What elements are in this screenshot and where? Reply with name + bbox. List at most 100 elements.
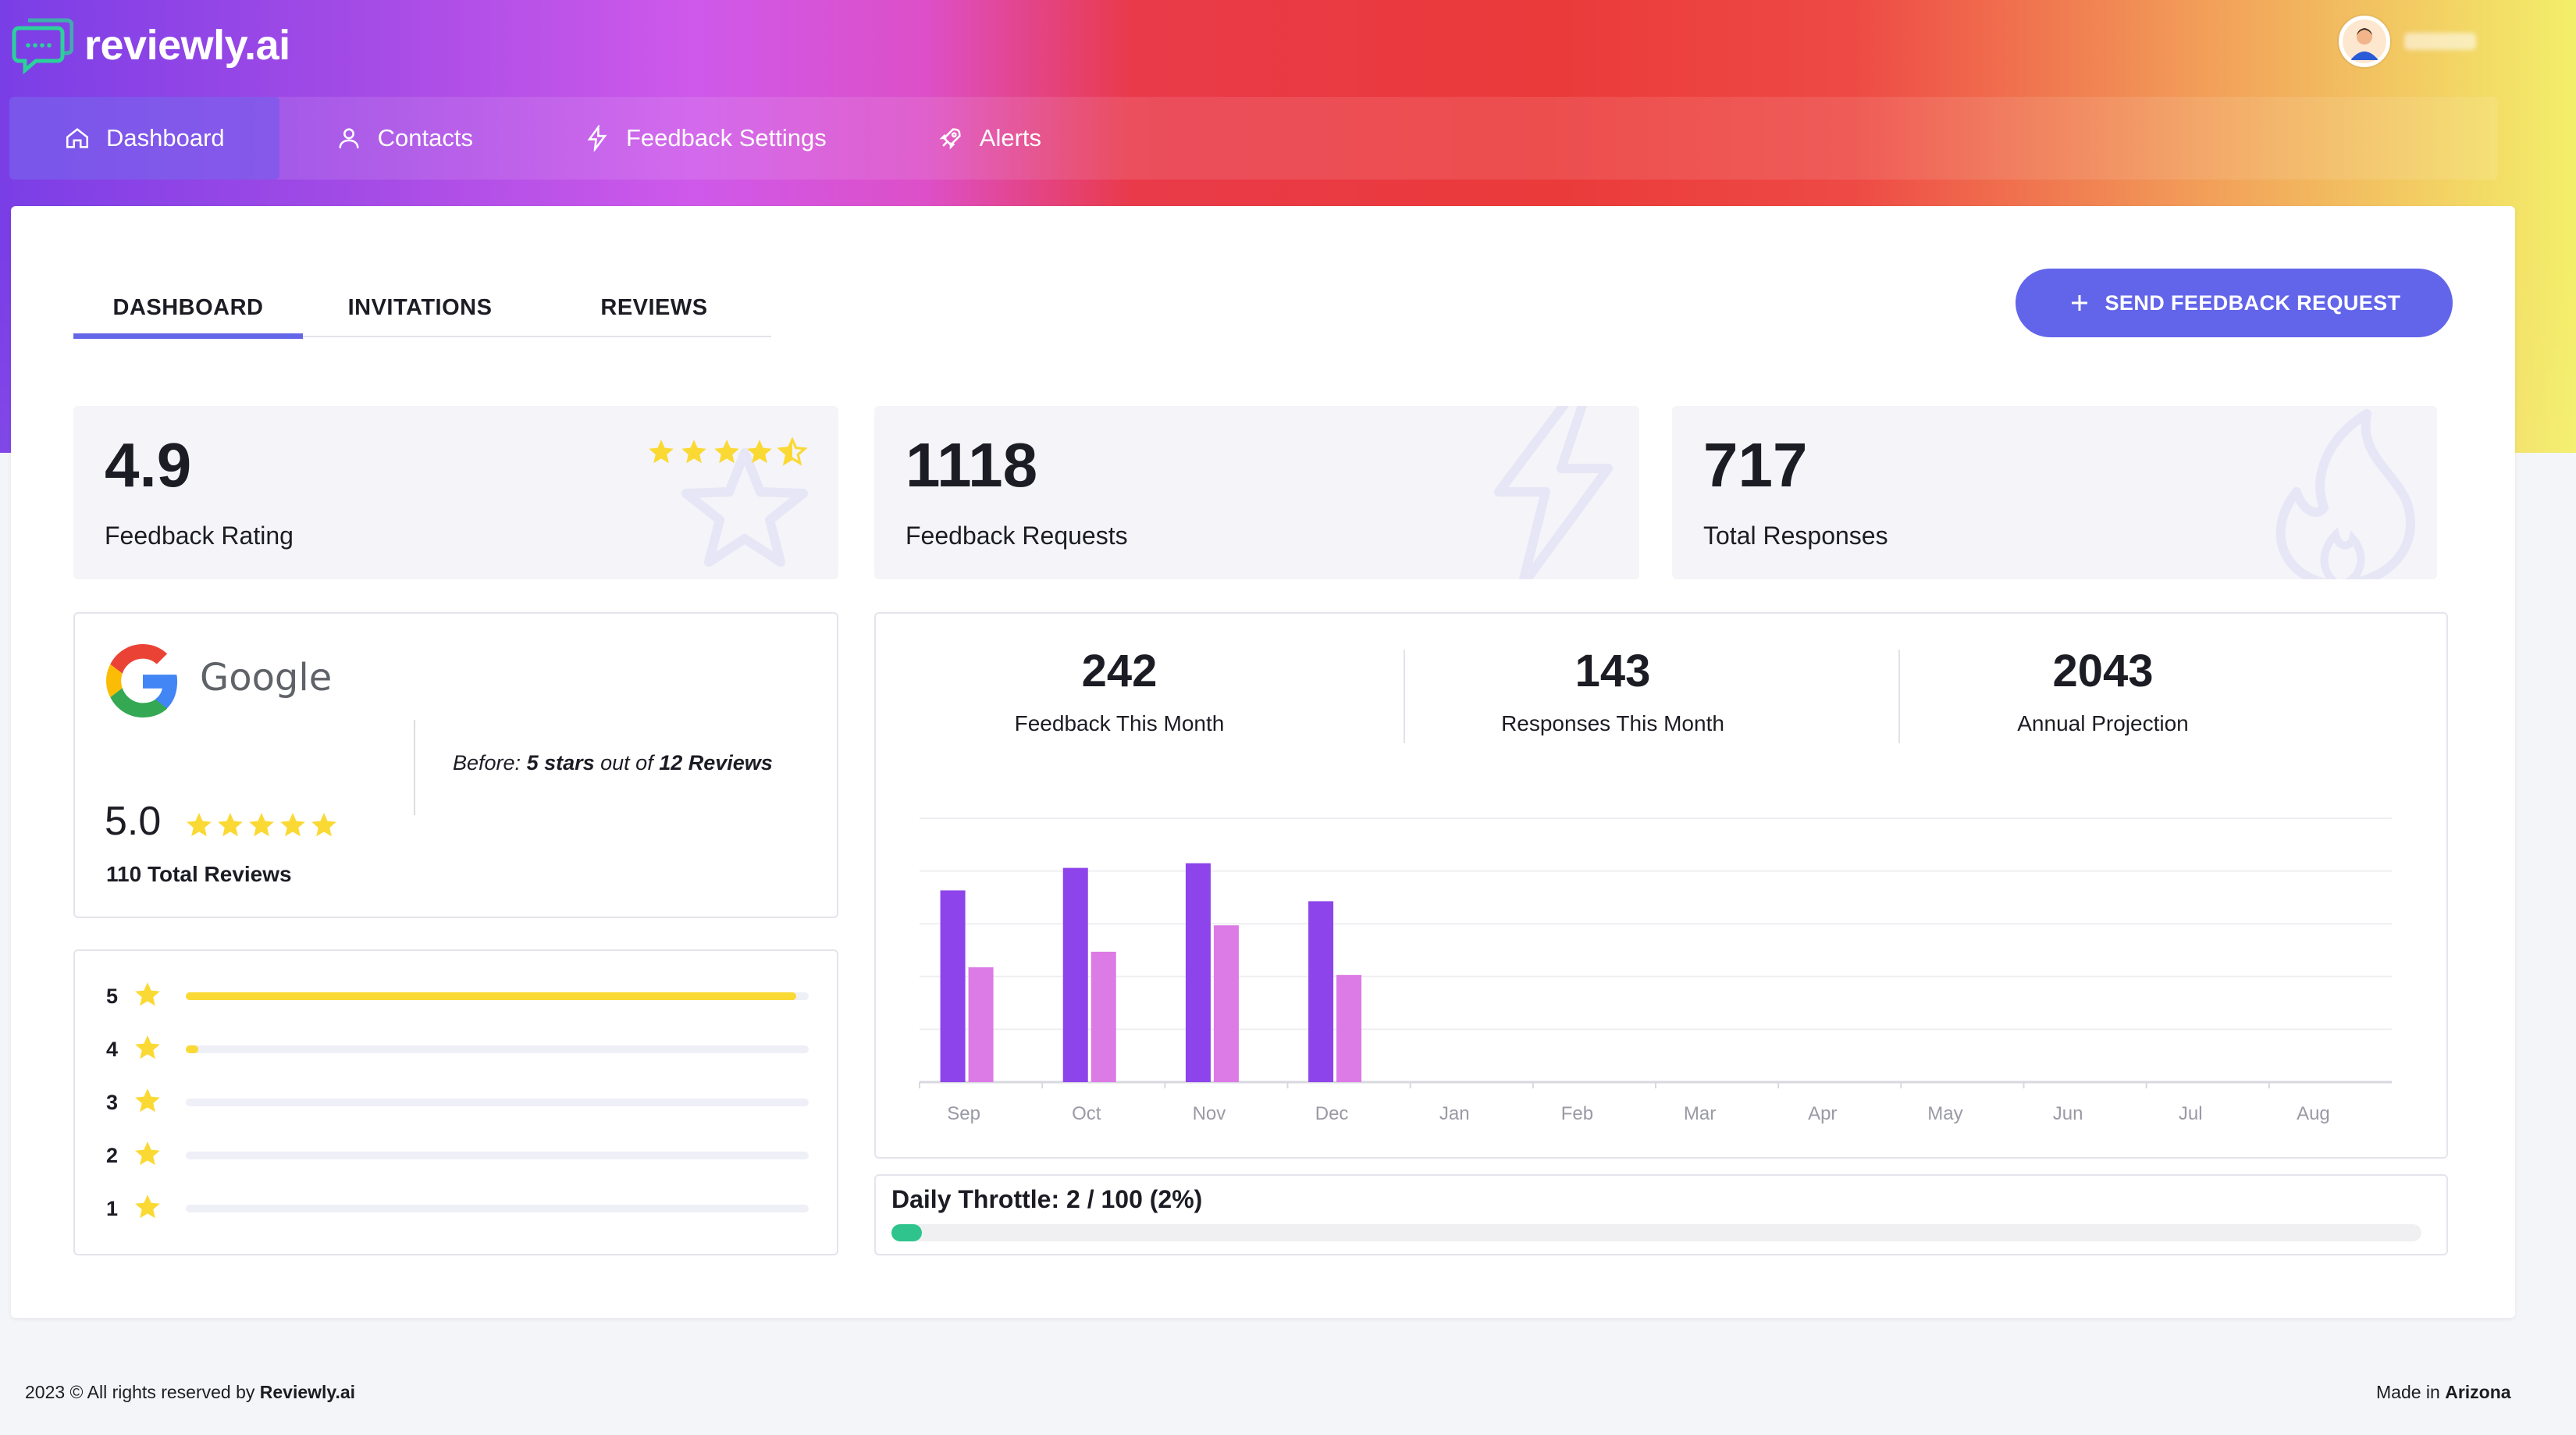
bar-oct-series-2[interactable] <box>1091 951 1116 1082</box>
rating-bar-track <box>185 1045 809 1053</box>
footer-brand-link[interactable]: Reviewly.ai <box>259 1382 356 1402</box>
daily-throttle-label: Daily Throttle: 2 / 100 (2%) <box>891 1185 1203 1213</box>
nav-item-dashboard[interactable]: Dashboard <box>9 97 279 180</box>
star-icon <box>249 813 274 837</box>
nav-label: Contacts <box>377 124 473 151</box>
x-tick-label: Aug <box>2297 1103 2330 1124</box>
rating-star-count: 4 <box>106 1037 119 1061</box>
google-logo-icon <box>106 644 178 718</box>
send-feedback-request-label: SEND FEEDBACK REQUEST <box>2105 290 2401 315</box>
tab-reviews[interactable]: REVIEWS <box>600 295 708 320</box>
star-icon <box>135 981 160 1006</box>
rating-star <box>133 1192 180 1226</box>
nav-label: Feedback Settings <box>626 124 827 151</box>
plus-icon <box>2071 295 2087 311</box>
x-tick-label: Nov <box>1193 1103 1226 1124</box>
kpi-label: Responses This Month <box>1501 711 1724 735</box>
star-icon <box>311 813 336 837</box>
bar-dec-series-2[interactable] <box>1336 974 1362 1082</box>
feedback-requests-value: 1118 <box>906 430 1038 500</box>
nav-item-contacts[interactable]: Contacts <box>279 97 528 180</box>
star-half-icon <box>777 437 807 466</box>
bar-dec-series-1[interactable] <box>1308 901 1334 1082</box>
x-tick-label: Feb <box>1561 1103 1593 1124</box>
total-responses-label: Total Responses <box>1703 522 1888 550</box>
x-tick-label: May <box>1927 1103 1962 1124</box>
nav-item-feedback-settings[interactable]: Feedback Settings <box>528 97 881 180</box>
x-tick-label: Dec <box>1315 1103 1349 1124</box>
stat-card-feedback-rating: 4.9 Feedback Rating <box>73 406 838 579</box>
daily-throttle-fill <box>891 1224 923 1241</box>
kpi-label: Feedback This Month <box>1014 711 1225 735</box>
stat-card-feedback-requests: 1118 Feedback Requests <box>874 406 1639 579</box>
feedback-requests-label: Feedback Requests <box>906 522 1128 550</box>
star-icon <box>747 440 772 464</box>
star-icon <box>187 813 212 837</box>
daily-throttle-track <box>891 1224 2421 1241</box>
rating-row: 4 <box>106 1034 809 1065</box>
tab-invitations[interactable]: INVITATIONS <box>347 295 493 320</box>
nav-label: Dashboard <box>106 124 225 151</box>
rating-bar-track <box>185 1205 809 1212</box>
bar-nov-series-1[interactable] <box>1185 863 1211 1082</box>
rating-row: 1 <box>106 1193 809 1224</box>
nav-item-alerts[interactable]: Alerts <box>881 97 1096 180</box>
kpi-feedback-this-month: 242 Feedback This Month <box>963 645 1276 736</box>
main-content-card: DASHBOARD INVITATIONS REVIEWS SEND FEEDB… <box>11 206 2515 1318</box>
rating-bar-track <box>185 1152 809 1159</box>
rating-bar-track <box>185 992 809 1000</box>
x-tick-label: Jul <box>2179 1103 2203 1124</box>
rating-bar-fill <box>185 992 797 1000</box>
footer-made-in: Made in Arizona <box>2376 1382 2511 1402</box>
rating-star-count: 3 <box>106 1090 119 1114</box>
dashboard-tabs: DASHBOARD INVITATIONS REVIEWS <box>73 287 771 339</box>
star-icon <box>135 1141 160 1165</box>
top-bar: reviewly.ai <box>0 0 2576 94</box>
star-icon <box>135 1088 160 1112</box>
google-stars <box>184 810 339 840</box>
feedback-rating-label: Feedback Rating <box>105 522 294 550</box>
rating-star-count: 5 <box>106 984 119 1008</box>
app-logo[interactable]: reviewly.ai <box>11 14 290 77</box>
star-icon <box>218 813 243 837</box>
google-total-reviews: 110 Total Reviews <box>106 862 292 886</box>
rating-star <box>133 980 180 1013</box>
username-redacted <box>2404 33 2476 50</box>
bar-sep-series-2[interactable] <box>968 967 994 1082</box>
kpi-responses-this-month: 143 Responses This Month <box>1457 645 1769 736</box>
divider <box>1404 650 1405 743</box>
footer-copyright: 2023 © All rights reserved by Reviewly.a… <box>25 1382 356 1402</box>
rating-star <box>133 1139 180 1173</box>
lightning-watermark-icon <box>1494 406 1613 579</box>
rating-distribution-card: 5 4 3 2 1 <box>73 949 838 1255</box>
user-menu[interactable] <box>2339 16 2476 67</box>
rocket-icon <box>939 128 961 150</box>
home-icon <box>66 128 89 148</box>
google-reviews-card: Google Before: 5 stars out of 12 Reviews… <box>73 612 838 918</box>
stat-card-total-responses: 717 Total Responses <box>1672 406 2437 579</box>
tab-dashboard[interactable]: DASHBOARD <box>73 287 303 339</box>
main-navigation: Dashboard Contacts Feedback Settings Ale… <box>9 97 2498 180</box>
lightning-icon <box>587 125 607 151</box>
total-responses-value: 717 <box>1703 430 1808 500</box>
bar-oct-series-1[interactable] <box>1062 867 1088 1082</box>
star-watermark-icon <box>681 448 808 567</box>
rating-row: 2 <box>106 1140 809 1171</box>
kpi-value: 143 <box>1574 646 1651 696</box>
rating-bar-track <box>185 1099 809 1106</box>
star-icon <box>135 1034 160 1059</box>
google-before-note: Before: 5 stars out of 12 Reviews <box>453 751 773 774</box>
nav-label: Alerts <box>979 124 1042 151</box>
send-feedback-request-button[interactable]: SEND FEEDBACK REQUEST <box>2016 269 2453 337</box>
avatar[interactable] <box>2339 16 2390 67</box>
star-icon <box>135 1194 160 1218</box>
bar-sep-series-1[interactable] <box>940 890 966 1082</box>
chat-bubble-icon <box>11 14 74 77</box>
rating-stars <box>646 437 807 467</box>
rating-star <box>133 1086 180 1120</box>
x-tick-label: Oct <box>1072 1103 1101 1124</box>
star-icon <box>681 440 706 464</box>
daily-throttle: Daily Throttle: 2 / 100 (2%) <box>874 1174 2448 1255</box>
rating-star-count: 1 <box>106 1196 119 1220</box>
bar-nov-series-2[interactable] <box>1213 925 1239 1082</box>
